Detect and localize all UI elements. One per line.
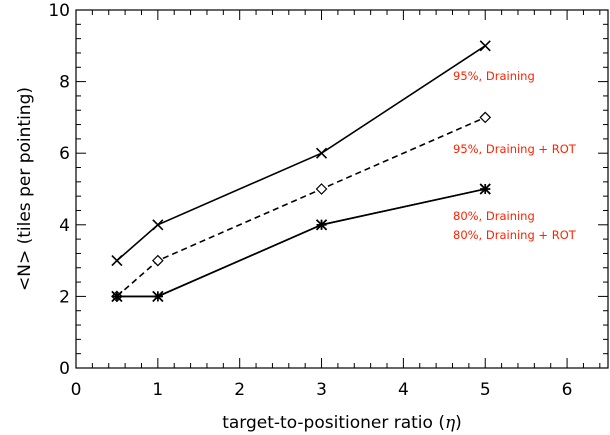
y-tick-label: 2: [59, 287, 70, 307]
x-tick-label: 2: [234, 380, 245, 400]
series-annotation: 80%, Draining: [453, 209, 535, 223]
y-tick-label: 10: [48, 1, 70, 21]
series-layer: [112, 41, 490, 302]
data-point-x-marker: [112, 256, 122, 266]
data-point-asterisk-marker: [480, 184, 490, 194]
data-point-asterisk-marker: [112, 291, 122, 301]
data-point-diamond-marker: [153, 256, 163, 266]
data-point-diamond-marker: [317, 184, 327, 194]
x-tick-label: 0: [71, 380, 82, 400]
x-tick-labels: 0 1 2 3 4 5 6: [71, 380, 573, 400]
x-tick-label: 3: [316, 380, 327, 400]
y-tick-label: 8: [59, 73, 70, 93]
series-annotation: 80%, Draining + ROT: [453, 228, 577, 242]
series-line: [117, 189, 485, 296]
series-annotation: 95%, Draining + ROT: [453, 142, 577, 156]
series-group: [112, 184, 490, 301]
y-tick-label: 4: [59, 216, 70, 236]
data-point-asterisk-marker: [153, 291, 163, 301]
series-annotation: 95%, Draining: [453, 69, 535, 83]
series-group: [112, 184, 490, 301]
y-tick-labels: 0 2 4 6 8 10: [48, 1, 70, 379]
axis-ticks: [76, 10, 608, 368]
plot-frame: [76, 10, 608, 368]
series-group: [112, 41, 490, 266]
x-axis-title-text: target-to-positioner ratio (: [222, 413, 445, 433]
x-axis-title: target-to-positioner ratio (η): [222, 413, 462, 433]
x-tick-label: 1: [152, 380, 163, 400]
y-tick-label: 6: [59, 144, 70, 164]
series-line: [117, 46, 485, 261]
series-line: [117, 189, 485, 296]
x-tick-label: 6: [562, 380, 573, 400]
data-point-diamond-marker: [480, 112, 490, 122]
x-tick-label: 5: [480, 380, 491, 400]
annotations: 95%, Draining 95%, Draining + ROT 80%, Dra…: [453, 69, 577, 242]
x-tick-label: 4: [398, 380, 409, 400]
data-point-x-marker: [480, 41, 490, 51]
data-point-asterisk-marker: [317, 220, 327, 230]
data-point-x-marker: [153, 220, 163, 230]
series-group: [112, 112, 490, 301]
series-line: [117, 117, 485, 296]
y-tick-label: 0: [59, 359, 70, 379]
x-axis-title-close: ): [455, 413, 462, 433]
y-axis-title: <N> (tiles per pointing): [15, 87, 35, 291]
data-point-x-marker: [317, 148, 327, 158]
